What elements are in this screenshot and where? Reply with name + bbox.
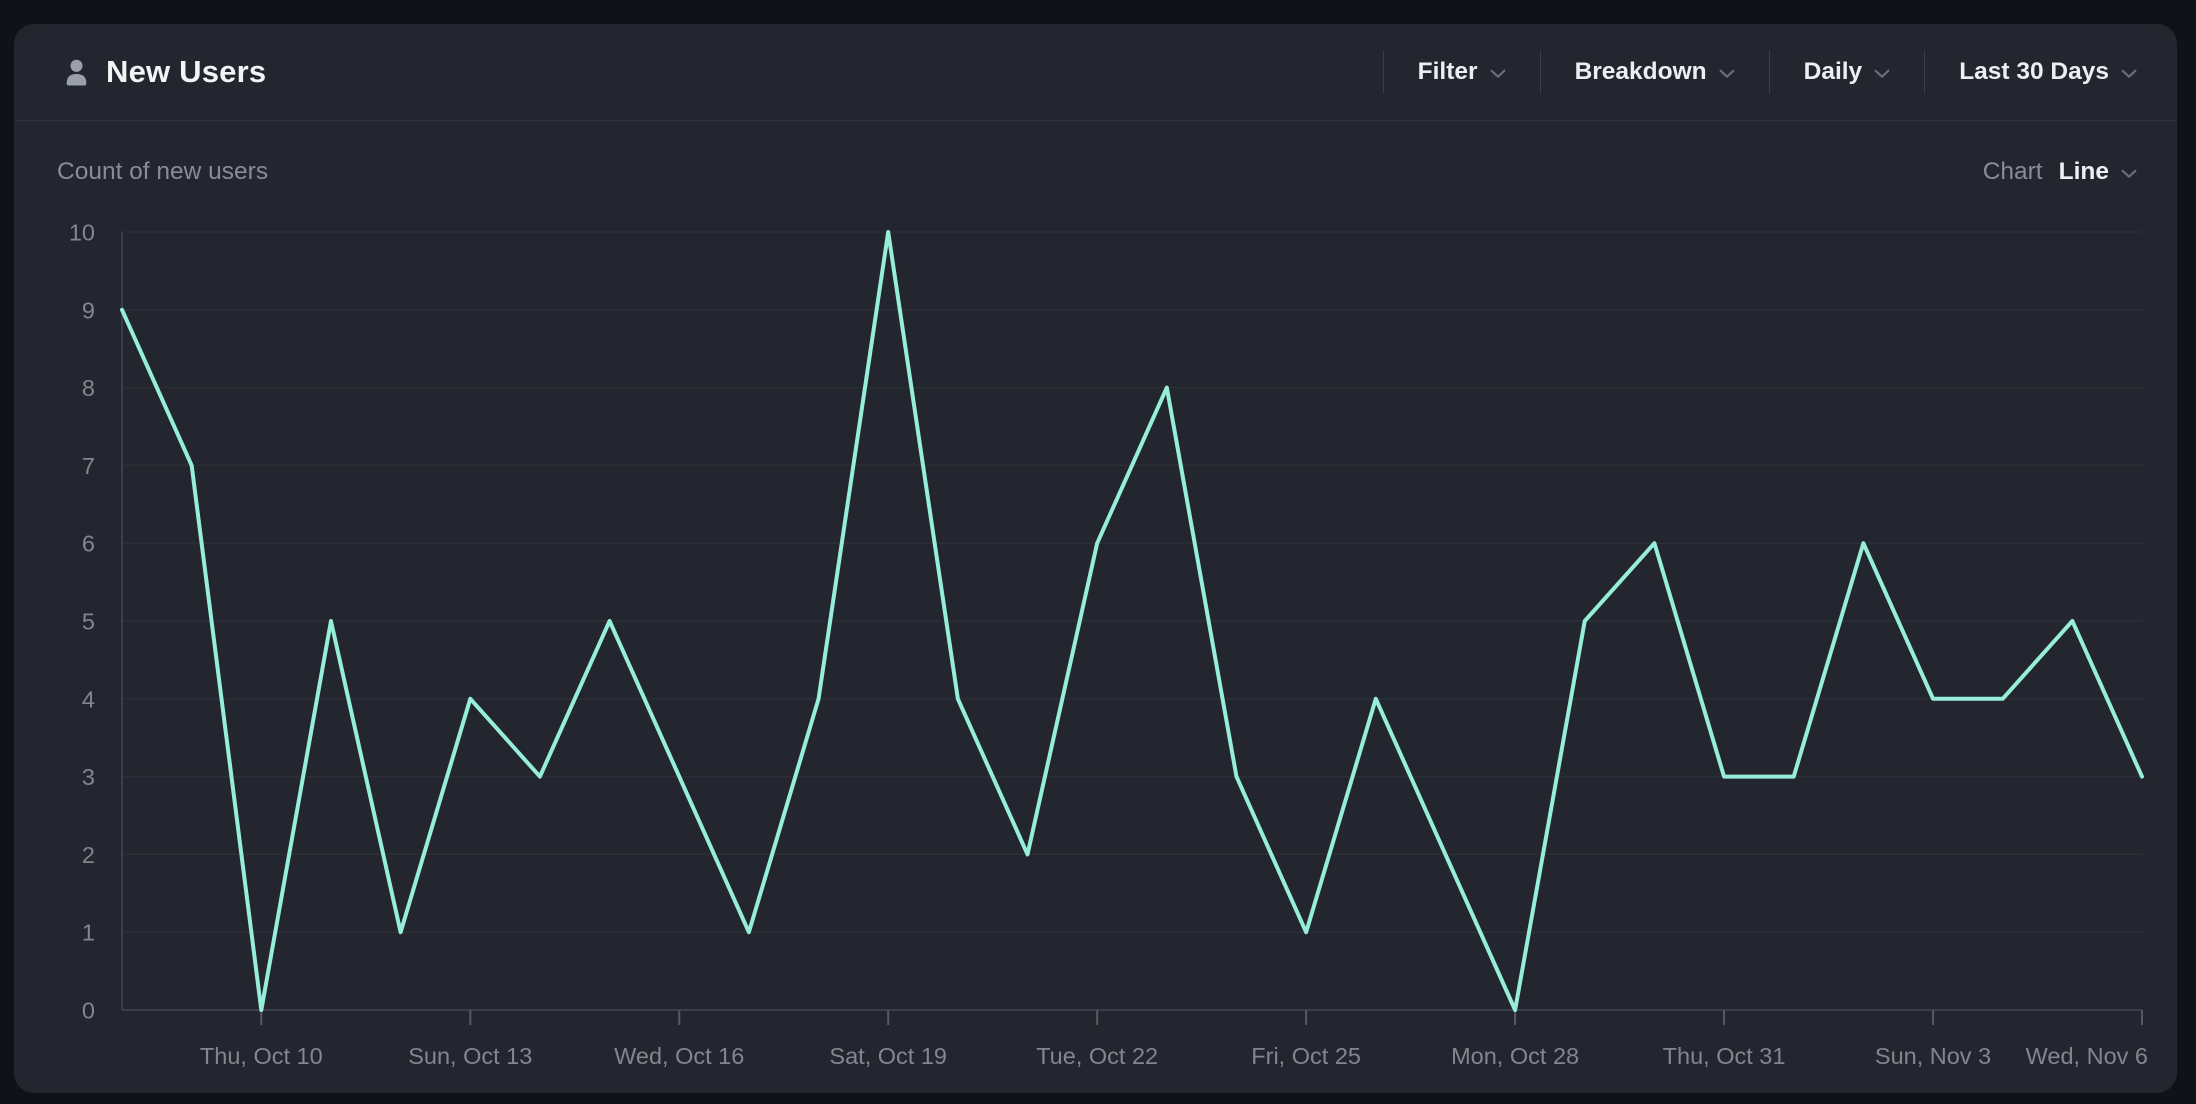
control-separator bbox=[1768, 50, 1770, 94]
new-users-widget: New Users Filter Breakdown bbox=[14, 24, 2177, 1093]
control-separator bbox=[1382, 50, 1384, 94]
breakdown-dropdown-label: Breakdown bbox=[1574, 58, 1707, 85]
widget-header-left: New Users bbox=[63, 54, 266, 90]
widget-controls: Filter Breakdown Daily bbox=[1382, 24, 2137, 120]
date-range-dropdown-label: Last 30 Days bbox=[1959, 58, 2109, 85]
granularity-dropdown-label: Daily bbox=[1803, 58, 1863, 85]
chevron-down-icon bbox=[1490, 69, 1506, 79]
chevron-down-icon bbox=[1874, 69, 1890, 79]
date-range-dropdown[interactable]: Last 30 Days bbox=[1925, 24, 2137, 120]
widget-title: New Users bbox=[106, 54, 267, 89]
control-separator bbox=[1539, 50, 1541, 94]
control-separator bbox=[1924, 50, 1926, 94]
filter-dropdown[interactable]: Filter bbox=[1384, 24, 1540, 120]
chart-type-value: Line bbox=[2058, 158, 2109, 185]
granularity-dropdown[interactable]: Daily bbox=[1770, 24, 1925, 120]
chart-type-label: Chart bbox=[1982, 158, 2043, 185]
widget-header: New Users Filter Breakdown bbox=[14, 24, 2177, 121]
breakdown-dropdown[interactable]: Breakdown bbox=[1541, 24, 1769, 120]
chart-type-dropdown[interactable]: Chart Line bbox=[1983, 158, 2137, 186]
person-icon bbox=[63, 58, 90, 87]
chart-subheader: Count of new users Chart Line bbox=[14, 121, 2177, 193]
filter-dropdown-label: Filter bbox=[1417, 58, 1478, 85]
metric-label: Count of new users bbox=[57, 158, 269, 185]
chevron-down-icon bbox=[2121, 169, 2137, 179]
chevron-down-icon bbox=[1719, 69, 1735, 79]
chevron-down-icon bbox=[2121, 69, 2137, 79]
